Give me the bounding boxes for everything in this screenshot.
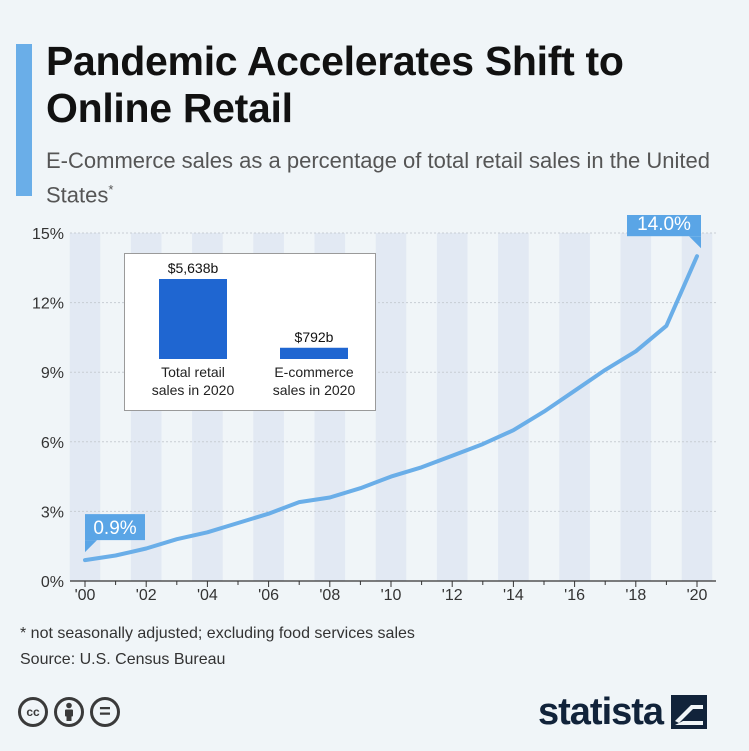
inset-bar: [280, 347, 348, 359]
license-icons: cc =: [18, 697, 120, 729]
footnote: * not seasonally adjusted; excluding foo…: [20, 625, 415, 642]
y-tick-label: 9%: [41, 365, 64, 382]
value-callout: 0.9%: [85, 514, 145, 553]
callout-box: [627, 215, 701, 237]
callout-box: [85, 514, 145, 541]
callout-label: 14.0%: [637, 215, 691, 235]
x-tick-label: '18: [625, 587, 646, 604]
inset-bar-value-label: $5,638b: [168, 260, 219, 276]
inset-category-label: sales in 2020: [273, 382, 356, 398]
y-tick-label: 15%: [32, 226, 64, 243]
x-tick-label: '20: [687, 587, 708, 604]
year-band: [620, 233, 652, 581]
brand-name: statista: [538, 691, 664, 733]
x-tick-label: '10: [381, 587, 402, 604]
cc-icon[interactable]: cc: [18, 697, 48, 727]
statista-logo[interactable]: statista: [538, 690, 708, 734]
inset-bar-svg: $5,638b Total retail sales in 2020 $792b E-c…: [152, 260, 356, 398]
year-band: [681, 233, 713, 581]
x-tick-label: '06: [258, 587, 279, 604]
y-tick-label: 3%: [41, 504, 64, 521]
y-tick-label: 6%: [41, 435, 64, 452]
x-tick-label: '02: [136, 587, 157, 604]
y-axis-ticks: 0% 3% 6% 9% 12% 15%: [32, 226, 64, 591]
callout-label: 0.9%: [93, 518, 136, 539]
attribution-icon[interactable]: [54, 697, 84, 727]
y-tick-label: 0%: [41, 574, 64, 591]
year-band: [375, 233, 407, 581]
inset-bar: [159, 279, 227, 359]
chart-title: Pandemic Accelerates Shift to Online Ret…: [46, 38, 624, 131]
year-band: [436, 233, 468, 581]
series-line-ecommerce-share: [83, 254, 699, 563]
x-axis-ticks: '00 '02 '04 '06 '08 '10 '12 '14 '16 '18 '20: [75, 581, 708, 604]
source-note: Source: U.S. Census Bureau: [20, 651, 226, 668]
x-tick-label: '16: [564, 587, 585, 604]
subtitle-text: E-Commerce sales as a percentage of tota…: [46, 148, 710, 208]
callout-pointer: [85, 540, 97, 553]
inset-category-label: sales in 2020: [152, 382, 235, 398]
gridlines: [70, 232, 716, 582]
inset-category-label: E-commerce: [274, 364, 354, 380]
inset-bar-chart: $5,638b Total retail sales in 2020 $792b E-c…: [124, 253, 376, 411]
person-glyph: [65, 702, 73, 721]
noderivatives-icon[interactable]: =: [90, 697, 120, 727]
x-tick-label: '00: [75, 587, 96, 604]
x-tick-label: '12: [442, 587, 463, 604]
subtitle-footnote-mark: *: [108, 182, 114, 197]
inset-bar-value-label: $792b: [295, 329, 334, 345]
y-tick-label: 12%: [32, 296, 64, 313]
value-callouts: 0.9% 14.0%: [85, 215, 701, 553]
callout-pointer: [689, 236, 701, 249]
statista-logo-icon: [671, 695, 708, 729]
x-tick-label: '08: [319, 587, 340, 604]
chart-subtitle: E-Commerce sales as a percentage of tota…: [46, 146, 726, 209]
inset-category-label: Total retail: [161, 364, 225, 380]
value-callout: 14.0%: [627, 215, 701, 249]
x-tick-label: '14: [503, 587, 524, 604]
x-tick-label: '04: [197, 587, 218, 604]
year-band: [559, 233, 590, 581]
title-accent-bar: [16, 44, 32, 196]
year-band: [498, 233, 529, 581]
